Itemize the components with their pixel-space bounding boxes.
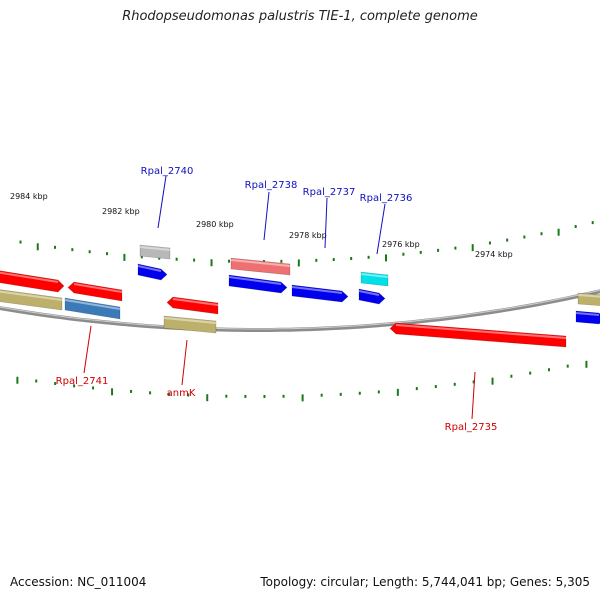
leader-line <box>376 203 386 255</box>
backbone-highlight <box>0 289 600 330</box>
gene-arrow-highlight <box>291 286 343 294</box>
gene-arrow <box>291 284 349 303</box>
gene-arrow <box>139 244 171 260</box>
gene-label-reverse[interactable]: Rpal_2735 <box>445 422 498 433</box>
scale-label: 2974 kbp <box>475 250 513 259</box>
scale-label: 2976 kbp <box>382 240 420 249</box>
gene-arrow <box>360 271 389 287</box>
gene-label-forward[interactable]: Rpal_2737 <box>303 187 356 198</box>
leader-line <box>263 191 270 241</box>
map-title: Rhodopseudomonas palustris TIE-1, comple… <box>122 9 478 24</box>
genome-summary-text: Topology: circular; Length: 5,744,041 bp… <box>260 575 590 589</box>
gene-arrow-highlight <box>64 299 121 310</box>
scale-labels: 2984 kbp 2982 kbp 2980 kbp 2978 kbp 2976 kbp… <box>10 192 513 259</box>
accession-text: Accession: NC_011004 <box>10 575 147 589</box>
gene-arrow-highlight <box>230 259 291 267</box>
gene-arrow <box>228 274 288 294</box>
gene-arrow <box>575 310 600 325</box>
gene-label-forward[interactable]: Rpal_2736 <box>360 193 413 204</box>
gene-arrow-highlight <box>360 273 389 278</box>
backbone-line <box>0 289 600 332</box>
scale-label: 2978 kbp <box>289 231 327 240</box>
gene-arrow-highlight <box>137 265 162 272</box>
outer-scale-ticks <box>19 221 594 267</box>
gene-arrow-highlight <box>395 324 567 339</box>
leader-line <box>83 325 92 374</box>
leader-line <box>324 197 328 249</box>
gene-arrow-highlight <box>172 298 219 306</box>
genome-backbone <box>0 289 600 332</box>
gene-label-reverse[interactable]: anmK <box>167 388 196 399</box>
gene-arrow-highlight <box>163 317 217 324</box>
gene-arrow <box>163 315 217 334</box>
gene-arrow-highlight <box>575 312 600 316</box>
label-leader-lines <box>83 175 476 420</box>
gene-arrow <box>64 297 121 320</box>
gene-label-reverse[interactable]: Rpal_2741 <box>56 376 109 387</box>
gene-features <box>0 244 600 348</box>
leader-line <box>157 175 167 229</box>
gene-arrow-highlight <box>139 246 171 251</box>
gene-arrow <box>389 322 567 348</box>
gene-arrow <box>137 263 168 281</box>
gene-label-forward[interactable]: Rpal_2738 <box>245 180 298 191</box>
leader-line <box>181 339 188 386</box>
gene-arrow-highlight <box>73 283 123 293</box>
scale-label: 2984 kbp <box>10 192 48 201</box>
gene-arrow <box>577 292 600 306</box>
leader-line <box>471 371 476 420</box>
gene-arrow <box>67 281 123 302</box>
gene-arrow-highlight <box>228 276 282 285</box>
gene-arrow <box>0 289 63 311</box>
gene-arrow <box>358 288 386 305</box>
gene-arrow <box>166 296 219 315</box>
gene-arrow-highlight <box>358 290 380 296</box>
gene-labels: Rpal_2740 Rpal_2738 Rpal_2737 Rpal_2736 Rpal… <box>56 166 498 433</box>
gene-arrow-highlight <box>0 271 59 283</box>
gene-arrow <box>230 257 291 276</box>
gene-label-forward[interactable]: Rpal_2740 <box>141 166 194 177</box>
scale-label: 2982 kbp <box>102 207 140 216</box>
scale-label: 2980 kbp <box>196 220 234 229</box>
gene-arrow <box>0 270 65 293</box>
gene-arrow-highlight <box>577 294 600 298</box>
inner-scale-ticks <box>16 360 588 402</box>
gene-arrow-highlight <box>0 290 63 301</box>
